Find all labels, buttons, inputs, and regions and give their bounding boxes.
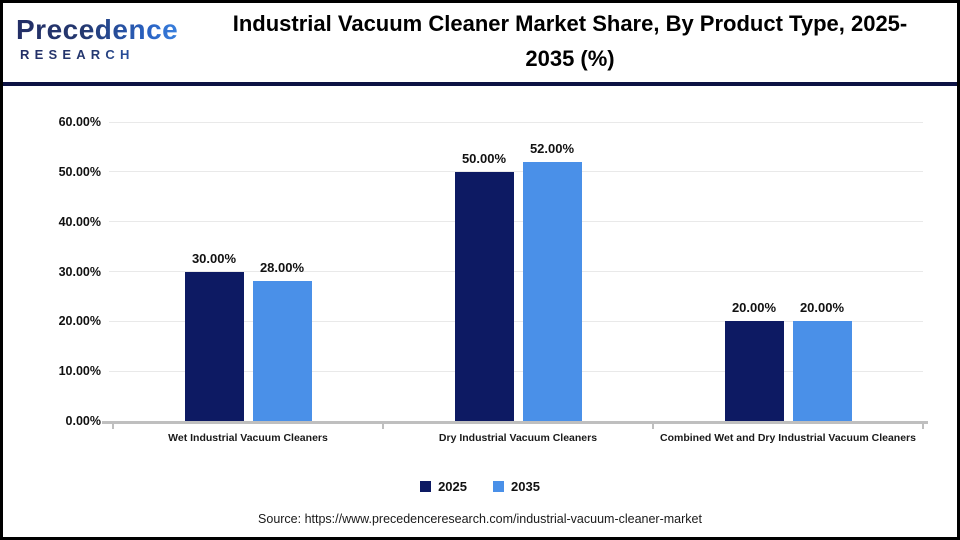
precedence-research-logo: Precedence RESEARCH xyxy=(3,3,183,82)
y-axis-tick-label: 0.00% xyxy=(65,414,101,428)
y-axis-tick-label: 10.00% xyxy=(58,364,101,379)
title-area: Industrial Vacuum Cleaner Market Share, … xyxy=(183,3,957,82)
legend-label-2035: 2035 xyxy=(511,479,540,494)
legend-item-2035: 2035 xyxy=(493,479,540,494)
x-axis-tick xyxy=(922,423,924,429)
chart-legend: 2025 2035 xyxy=(3,479,957,494)
legend-swatch-2035 xyxy=(493,481,504,492)
logo-wordmark: Precedence xyxy=(16,15,183,45)
y-axis-tick-label: 40.00% xyxy=(58,214,101,229)
x-axis-category-label: Combined Wet and Dry Industrial Vacuum C… xyxy=(660,432,916,444)
legend-swatch-2025 xyxy=(420,481,432,492)
bar-2035-2 xyxy=(522,161,582,421)
bar-value-label: 28.00% xyxy=(259,260,305,276)
gridline xyxy=(109,171,923,173)
bar-2035-1 xyxy=(252,281,312,421)
bar-value-label: 30.00% xyxy=(191,250,237,266)
bar-2025-1 xyxy=(184,271,244,421)
header: Precedence RESEARCH Industrial Vacuum Cl… xyxy=(3,3,957,82)
x-axis-category-label: Dry Industrial Vacuum Cleaners xyxy=(438,432,598,444)
gridline xyxy=(109,121,923,123)
logo-subtitle: RESEARCH xyxy=(20,47,183,62)
bar-2025-3 xyxy=(724,321,784,421)
y-axis-tick-label: 20.00% xyxy=(58,314,101,329)
gridline xyxy=(109,221,923,223)
x-axis-line xyxy=(102,421,928,424)
bar-2025-2 xyxy=(454,171,514,421)
gridline xyxy=(109,370,923,372)
x-axis-tick xyxy=(112,423,114,429)
bar-2035-3 xyxy=(792,321,852,421)
x-axis-tick xyxy=(382,423,384,429)
source-text: Source: https://www.precedenceresearch.c… xyxy=(258,512,702,526)
x-axis-category-label: Wet Industrial Vacuum Cleaners xyxy=(168,432,328,444)
bar-value-label: 50.00% xyxy=(461,150,507,166)
gridline xyxy=(109,320,923,322)
x-axis-tick xyxy=(652,423,654,429)
y-axis-tick-label: 60.00% xyxy=(58,115,101,129)
bar-value-label: 52.00% xyxy=(529,140,575,156)
gridline xyxy=(109,271,923,272)
bar-value-label: 20.00% xyxy=(799,300,845,316)
y-axis-tick-label: 30.00% xyxy=(58,264,101,279)
bar-value-label: 20.00% xyxy=(731,300,777,316)
y-axis-tick-label: 50.00% xyxy=(58,164,101,179)
header-divider xyxy=(3,82,957,86)
legend-label-2025: 2025 xyxy=(438,479,467,494)
page-title: Industrial Vacuum Cleaner Market Share, … xyxy=(232,11,908,71)
legend-item-2025: 2025 xyxy=(420,479,467,494)
